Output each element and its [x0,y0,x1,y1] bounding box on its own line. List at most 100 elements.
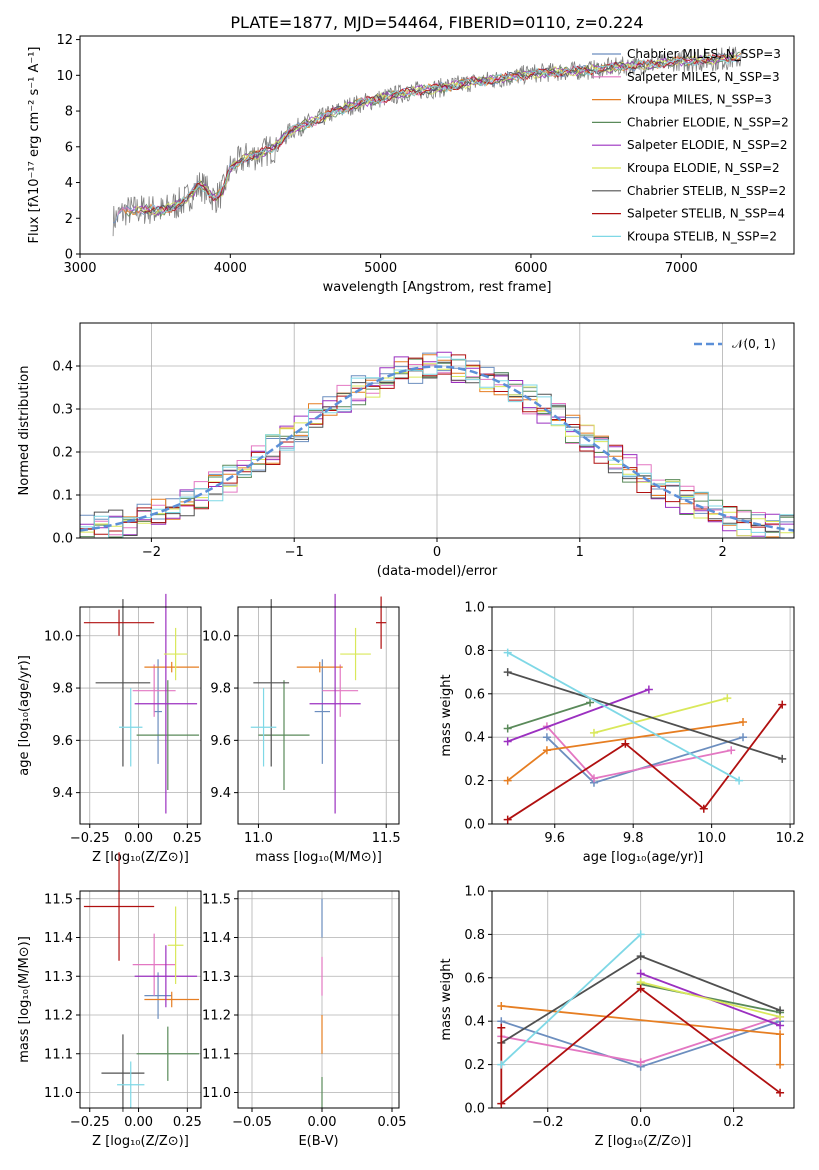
panel-7: −0.05 0.00 0.05 11.0 11.1 11.2 11.3 11.4 11.5 E(B… [202,890,407,1149]
y-tick-label: 9.6 [210,734,231,749]
y-tick-label: 0.0 [464,818,485,833]
series [503,698,595,733]
y-tick-label: 6 [65,140,73,155]
data-point [144,972,172,1019]
series [503,668,787,763]
x-tick-label: 7000 [665,261,698,276]
x-axis-label: E(B-V) [298,1134,338,1149]
x-tick-label: 5000 [364,261,397,276]
series-marker [735,776,744,785]
y-tick-label: 4 [65,176,73,191]
series-marker [636,1058,645,1067]
data-point [144,991,200,1008]
series [542,722,736,783]
x-tick-label: −0.2 [532,1115,564,1130]
data-point [314,659,330,764]
data-point [136,680,200,791]
y-tick-label: 0.1 [52,489,73,504]
series-marker [503,668,512,677]
axes-frame [79,35,795,255]
y-tick-label: 10.0 [44,629,73,644]
x-tick-label: 9.6 [544,831,565,846]
x-tick-label: 0.05 [378,1115,407,1130]
series [636,978,785,1021]
y-tick-label: 10 [56,69,73,84]
series-line [507,651,740,782]
y-tick-label: 0.6 [464,687,485,702]
model-spectrum [149,55,742,215]
panel-2: −2 −1 0 1 2 0.0 0.1 0.2 0.3 0.4 (data-model)/error… [17,322,795,579]
y-tick-label: 11.1 [202,1047,231,1062]
series-marker [776,1030,785,1039]
data-point [119,688,143,767]
x-tick-label: 10.0 [697,831,726,846]
data-point [258,680,310,791]
panel-3: −0.25 0.00 0.25 9.4 9.6 9.8 10.0 Z [log₁₀(Z/Z⊙)… [17,593,202,865]
y-tick-label: 1.0 [464,601,485,616]
x-axis-label: Z [log₁₀(Z/Z⊙)] [595,1134,692,1149]
series-marker [776,1006,785,1015]
y-tick-label: 11.5 [202,892,231,907]
series [589,694,732,737]
histogram-series [80,354,794,538]
legend-entry: Salpeter STELIB, N_SSP=4 [627,207,785,221]
data-point [134,945,198,1008]
panel-1: 3000 4000 5000 6000 7000 0 2 4 6 8 10 12 wavelength … [27,13,795,295]
spectrum-plot [112,46,745,237]
x-tick-label: 0.00 [308,1115,337,1130]
legend-entry: Chabrier STELIB, N_SSP=2 [627,184,786,198]
x-tick-label: 11.5 [372,831,401,846]
series-line [507,704,783,821]
x-tick-label: 0.25 [173,1115,202,1130]
axes-frame [79,606,202,825]
series-marker [699,804,708,813]
model-spectrum [126,51,740,218]
x-tick-label: 11.0 [244,831,273,846]
series [497,1002,785,1069]
series-marker [497,1099,506,1108]
x-tick-label: −0.25 [70,1115,110,1130]
data-point [376,596,387,649]
x-axis-label: (data-model)/error [377,564,498,579]
data-point [83,852,155,961]
y-tick-label: 0 [65,248,73,263]
series-marker [497,1023,506,1032]
data-point [83,609,155,636]
axes-frame [491,890,795,1109]
series-marker [778,700,787,709]
x-tick-label: 3000 [63,261,96,276]
series-marker [497,1002,506,1011]
axes-frame [79,890,202,1109]
y-tick-label: 0.4 [464,1015,485,1030]
y-axis-label: mass weight [439,958,454,1040]
y-tick-label: 11.2 [44,1009,73,1024]
series-marker [636,984,645,993]
x-axis-label: Z [log₁₀(Z/Z⊙)] [92,1134,189,1149]
data-point [154,659,162,764]
series-marker [644,685,653,694]
y-axis-label: Flux [fλ10⁻¹⁷ erg cm⁻² s⁻¹ A⁻¹] [27,47,42,244]
series-marker [503,776,512,785]
y-axis-label: mass weight [439,674,454,756]
data-point [309,593,361,814]
y-tick-label: 11.4 [44,931,73,946]
data-point [144,661,200,673]
legend-entry: Kroupa STELIB, N_SSP=2 [627,229,777,243]
data-point [322,664,359,717]
y-tick-label: 11.5 [44,892,73,907]
y-tick-label: 0.4 [464,731,485,746]
y-tick-label: 10.0 [202,629,231,644]
y-tick-label: 0.4 [52,360,73,375]
legend-entry: Kroupa MILES, N_SSP=3 [627,93,772,107]
x-tick-label: 2 [718,545,726,560]
x-axis-label: Z [log₁₀(Z/Z⊙)] [92,850,189,865]
series-marker [739,733,748,742]
y-tick-label: 0.3 [52,403,73,418]
y-axis-label: Normed distribution [17,366,32,496]
data-point [340,627,371,681]
series-marker [727,746,736,755]
panel-4: 11.0 11.5 9.4 9.6 9.8 10.0 mass [log₁₀(M/M⊙)] [202,593,401,865]
x-tick-label: −0.05 [232,1115,272,1130]
x-axis-label: wavelength [Angstrom, rest frame] [323,280,552,295]
y-tick-label: 11.4 [202,931,231,946]
